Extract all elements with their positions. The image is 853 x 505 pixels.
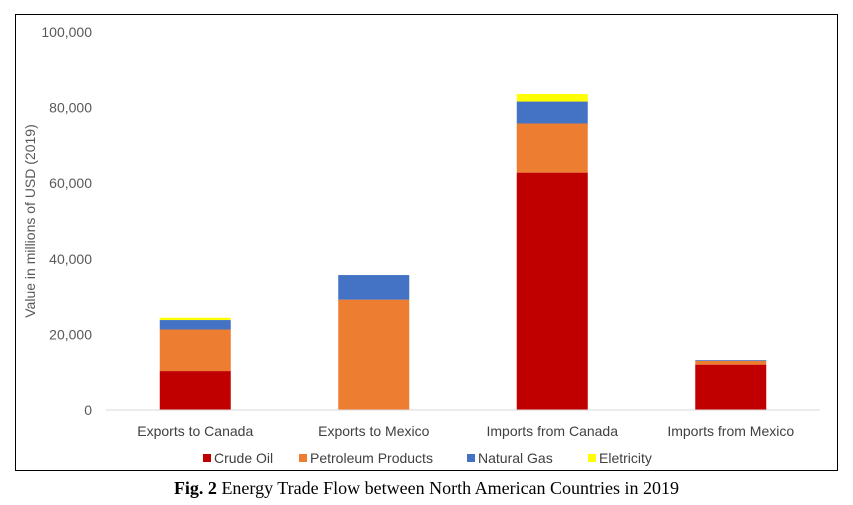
bar-segment-crude-oil (159, 371, 231, 410)
bar-segment-natural-gas (159, 320, 231, 330)
bar-segment-petroleum-products (516, 123, 588, 173)
figure-label: Fig. 2 (173, 478, 217, 498)
bar-segment-natural-gas (516, 101, 588, 124)
legend-label: Crude Oil (214, 450, 273, 466)
y-tick-label: 100,000 (41, 24, 92, 40)
y-tick-label: 20,000 (49, 326, 92, 342)
y-tick-label: 60,000 (49, 175, 92, 191)
legend-swatch (203, 454, 211, 462)
y-tick-label: 0 (84, 402, 92, 418)
legend-swatch (299, 454, 307, 462)
x-tick-label: Imports from Mexico (667, 423, 794, 439)
legend-label: Eletricity (599, 450, 652, 466)
chart: 0 20,000 40,000 60,000 80,000 100,000 Value in… (22, 24, 820, 466)
bar-segment-crude-oil (695, 364, 767, 410)
x-tick-label: Exports to Canada (137, 423, 253, 439)
chart-frame (15, 14, 838, 471)
bar-segment-natural-gas (338, 275, 410, 300)
y-tick-label: 80,000 (49, 100, 92, 116)
legend-label: Petroleum Products (310, 450, 433, 466)
bar-segment-petroleum-products (338, 299, 410, 410)
y-axis-label: Value in millions of USD (2019) (22, 124, 38, 318)
figure-caption-text: Energy Trade Flow between North American… (221, 478, 680, 498)
legend-label: Natural Gas (478, 450, 553, 466)
bar-segment-petroleum-products (159, 329, 231, 372)
legend-swatch (588, 454, 596, 462)
bar-segment-crude-oil (516, 172, 588, 410)
bar-segment-natural-gas (695, 360, 767, 361)
y-tick-label: 40,000 (49, 251, 92, 267)
bar-segment-eletricity (516, 93, 588, 102)
legend-swatch (467, 454, 475, 462)
figure-caption: Fig. 2 Energy Trade Flow between North A… (0, 478, 853, 499)
x-tick-label: Imports from Canada (487, 423, 619, 439)
bar-segment-petroleum-products (695, 360, 767, 365)
x-tick-label: Exports to Mexico (318, 423, 429, 439)
bar-segment-eletricity (159, 317, 231, 321)
